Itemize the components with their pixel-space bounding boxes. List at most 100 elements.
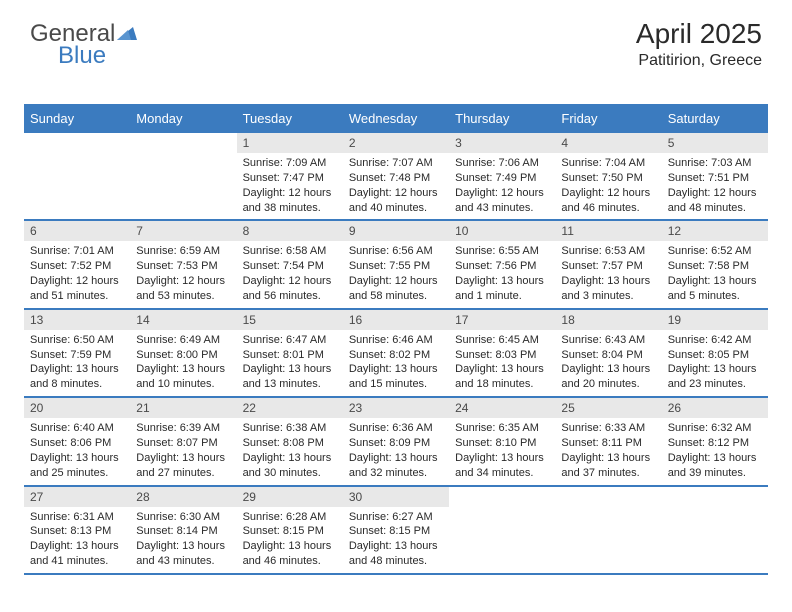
day-number: 28 (130, 487, 236, 507)
day-number: 10 (449, 221, 555, 241)
calendar-cell: 12Sunrise: 6:52 AMSunset: 7:58 PMDayligh… (662, 220, 768, 308)
header-right: April 2025 Patitirion, Greece (636, 18, 762, 70)
sunrise-text: Sunrise: 6:30 AM (136, 510, 230, 525)
day-details: Sunrise: 6:27 AMSunset: 8:15 PMDaylight:… (343, 507, 449, 573)
sunset-text: Sunset: 7:58 PM (668, 259, 762, 274)
day-number: 23 (343, 398, 449, 418)
daylight-text: Daylight: 13 hours and 13 minutes. (243, 362, 337, 392)
day-details: Sunrise: 7:01 AMSunset: 7:52 PMDaylight:… (24, 241, 130, 307)
day-details: Sunrise: 6:40 AMSunset: 8:06 PMDaylight:… (24, 418, 130, 484)
sunset-text: Sunset: 8:15 PM (243, 524, 337, 539)
day-number: 19 (662, 310, 768, 330)
daylight-text: Daylight: 13 hours and 34 minutes. (455, 451, 549, 481)
calendar-cell: 11Sunrise: 6:53 AMSunset: 7:57 PMDayligh… (555, 220, 661, 308)
calendar-row: 13Sunrise: 6:50 AMSunset: 7:59 PMDayligh… (24, 309, 768, 397)
sunrise-text: Sunrise: 7:04 AM (561, 156, 655, 171)
daylight-text: Daylight: 13 hours and 46 minutes. (243, 539, 337, 569)
location: Patitirion, Greece (636, 52, 762, 70)
sunset-text: Sunset: 7:47 PM (243, 171, 337, 186)
sunrise-text: Sunrise: 6:46 AM (349, 333, 443, 348)
day-header: Sunday (24, 105, 130, 132)
day-header: Wednesday (343, 105, 449, 132)
sunrise-text: Sunrise: 6:35 AM (455, 421, 549, 436)
sunset-text: Sunset: 8:03 PM (455, 348, 549, 363)
day-details: Sunrise: 6:43 AMSunset: 8:04 PMDaylight:… (555, 330, 661, 396)
daylight-text: Daylight: 12 hours and 51 minutes. (30, 274, 124, 304)
daylight-text: Daylight: 12 hours and 38 minutes. (243, 186, 337, 216)
day-header: Tuesday (237, 105, 343, 132)
calendar-cell: 8Sunrise: 6:58 AMSunset: 7:54 PMDaylight… (237, 220, 343, 308)
calendar-row: 20Sunrise: 6:40 AMSunset: 8:06 PMDayligh… (24, 397, 768, 485)
sunrise-text: Sunrise: 7:01 AM (30, 244, 124, 259)
calendar-cell (449, 486, 555, 574)
calendar-cell: 13Sunrise: 6:50 AMSunset: 7:59 PMDayligh… (24, 309, 130, 397)
day-number: 12 (662, 221, 768, 241)
sunset-text: Sunset: 8:15 PM (349, 524, 443, 539)
daylight-text: Daylight: 12 hours and 46 minutes. (561, 186, 655, 216)
calendar-cell (555, 486, 661, 574)
day-details: Sunrise: 6:56 AMSunset: 7:55 PMDaylight:… (343, 241, 449, 307)
daylight-text: Daylight: 13 hours and 41 minutes. (30, 539, 124, 569)
daylight-text: Daylight: 13 hours and 8 minutes. (30, 362, 124, 392)
calendar-cell (130, 132, 236, 220)
sunrise-text: Sunrise: 6:59 AM (136, 244, 230, 259)
day-number: 17 (449, 310, 555, 330)
sunrise-text: Sunrise: 7:03 AM (668, 156, 762, 171)
day-number: 7 (130, 221, 236, 241)
sunset-text: Sunset: 8:11 PM (561, 436, 655, 451)
daylight-text: Daylight: 13 hours and 23 minutes. (668, 362, 762, 392)
calendar-cell: 28Sunrise: 6:30 AMSunset: 8:14 PMDayligh… (130, 486, 236, 574)
calendar-cell: 22Sunrise: 6:38 AMSunset: 8:08 PMDayligh… (237, 397, 343, 485)
sunset-text: Sunset: 7:55 PM (349, 259, 443, 274)
day-number: 18 (555, 310, 661, 330)
sunrise-text: Sunrise: 7:07 AM (349, 156, 443, 171)
sunrise-text: Sunrise: 7:09 AM (243, 156, 337, 171)
sunrise-text: Sunrise: 6:43 AM (561, 333, 655, 348)
daylight-text: Daylight: 13 hours and 3 minutes. (561, 274, 655, 304)
calendar-cell: 26Sunrise: 6:32 AMSunset: 8:12 PMDayligh… (662, 397, 768, 485)
day-details: Sunrise: 6:31 AMSunset: 8:13 PMDaylight:… (24, 507, 130, 573)
daylight-text: Daylight: 13 hours and 18 minutes. (455, 362, 549, 392)
sunset-text: Sunset: 8:09 PM (349, 436, 443, 451)
sunrise-text: Sunrise: 6:58 AM (243, 244, 337, 259)
day-details: Sunrise: 6:38 AMSunset: 8:08 PMDaylight:… (237, 418, 343, 484)
calendar-cell: 15Sunrise: 6:47 AMSunset: 8:01 PMDayligh… (237, 309, 343, 397)
day-number: 14 (130, 310, 236, 330)
logo: General Blue (30, 20, 137, 48)
daylight-text: Daylight: 12 hours and 48 minutes. (668, 186, 762, 216)
day-number: 11 (555, 221, 661, 241)
sunset-text: Sunset: 8:10 PM (455, 436, 549, 451)
sunset-text: Sunset: 8:06 PM (30, 436, 124, 451)
calendar-cell: 20Sunrise: 6:40 AMSunset: 8:06 PMDayligh… (24, 397, 130, 485)
daylight-text: Daylight: 13 hours and 25 minutes. (30, 451, 124, 481)
calendar-cell (662, 486, 768, 574)
calendar-cell: 17Sunrise: 6:45 AMSunset: 8:03 PMDayligh… (449, 309, 555, 397)
day-header: Thursday (449, 105, 555, 132)
day-number: 20 (24, 398, 130, 418)
day-details: Sunrise: 6:59 AMSunset: 7:53 PMDaylight:… (130, 241, 236, 307)
sunset-text: Sunset: 7:59 PM (30, 348, 124, 363)
sunrise-text: Sunrise: 6:52 AM (668, 244, 762, 259)
daylight-text: Daylight: 13 hours and 1 minute. (455, 274, 549, 304)
day-number: 25 (555, 398, 661, 418)
day-number: 9 (343, 221, 449, 241)
day-number: 21 (130, 398, 236, 418)
calendar-cell: 29Sunrise: 6:28 AMSunset: 8:15 PMDayligh… (237, 486, 343, 574)
sunset-text: Sunset: 8:01 PM (243, 348, 337, 363)
calendar-cell: 3Sunrise: 7:06 AMSunset: 7:49 PMDaylight… (449, 132, 555, 220)
day-details: Sunrise: 6:32 AMSunset: 8:12 PMDaylight:… (662, 418, 768, 484)
daylight-text: Daylight: 13 hours and 48 minutes. (349, 539, 443, 569)
calendar-cell: 7Sunrise: 6:59 AMSunset: 7:53 PMDaylight… (130, 220, 236, 308)
calendar-row: 1Sunrise: 7:09 AMSunset: 7:47 PMDaylight… (24, 132, 768, 220)
day-number: 27 (24, 487, 130, 507)
daylight-text: Daylight: 13 hours and 10 minutes. (136, 362, 230, 392)
calendar-cell: 24Sunrise: 6:35 AMSunset: 8:10 PMDayligh… (449, 397, 555, 485)
day-details: Sunrise: 7:07 AMSunset: 7:48 PMDaylight:… (343, 153, 449, 219)
sunset-text: Sunset: 7:56 PM (455, 259, 549, 274)
sunrise-text: Sunrise: 6:49 AM (136, 333, 230, 348)
sunrise-text: Sunrise: 6:50 AM (30, 333, 124, 348)
sunset-text: Sunset: 8:08 PM (243, 436, 337, 451)
sunset-text: Sunset: 8:07 PM (136, 436, 230, 451)
calendar-cell: 6Sunrise: 7:01 AMSunset: 7:52 PMDaylight… (24, 220, 130, 308)
sunrise-text: Sunrise: 6:39 AM (136, 421, 230, 436)
